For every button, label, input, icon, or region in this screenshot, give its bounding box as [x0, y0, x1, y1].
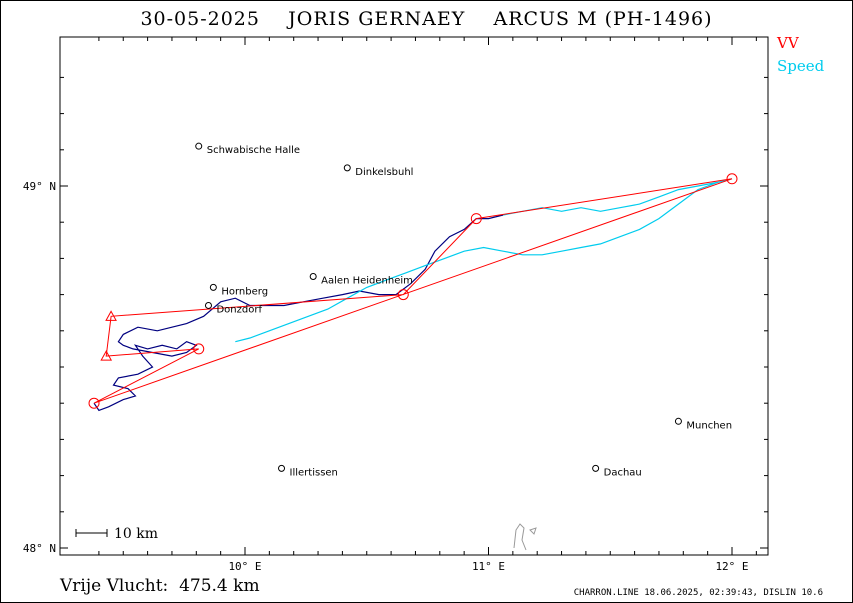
- town-label: Dinkelsbuhl: [355, 167, 413, 178]
- flight-tracks: [93, 178, 733, 412]
- turnpoint-circle: [88, 397, 100, 409]
- town-label: Dachau: [604, 467, 642, 478]
- task-line: [93, 178, 733, 404]
- town-marker: [209, 283, 217, 291]
- town-marker: [278, 464, 286, 472]
- town-label: Schwabische Halle: [207, 145, 300, 156]
- x-tick-label: 11° E: [472, 560, 505, 573]
- town-label: Illertissen: [290, 467, 338, 478]
- turnpoint-triangle: [100, 350, 113, 361]
- axis-tick-labels: 10° E 11° E 12° E 49° N 48° N: [23, 180, 749, 573]
- turnpoint-circle: [470, 213, 482, 225]
- free-flight-distance: Vrije Vlucht: 475.4 km: [60, 576, 260, 596]
- towns-layer: Schwabische Halle Dinkelsbuhl Hornberg Aale…: [195, 142, 732, 478]
- turnpoint-circle: [397, 289, 409, 301]
- speed-track: [235, 178, 733, 343]
- legend-speed: Speed: [777, 57, 825, 75]
- flight-title: 30-05-2025 JORIS GERNAEY ARCUS M (PH-149…: [140, 8, 713, 30]
- town-label: Aalen Heidenheim: [321, 276, 413, 287]
- town-marker: [343, 164, 351, 172]
- town-marker: [592, 464, 600, 472]
- turnpoint-circle: [193, 343, 205, 355]
- render-info: CHARRON.LINE 18.06.2025, 02:39:43, DISLI…: [573, 588, 823, 598]
- town-label: Munchen: [686, 420, 732, 431]
- lake-outline: [513, 523, 537, 551]
- town-marker: [195, 142, 203, 150]
- town-label: Donzdorf: [216, 304, 262, 315]
- y-tick-label: 49° N: [23, 180, 56, 193]
- y-tick-label: 48° N: [23, 542, 56, 555]
- turnpoint-triangle: [105, 310, 117, 321]
- town-label: Hornberg: [221, 286, 268, 297]
- axis-ticks: [60, 37, 768, 555]
- task-route: [88, 173, 738, 409]
- x-tick-label: 10° E: [228, 560, 261, 573]
- plot-frame: [59, 36, 769, 556]
- scale-bar: 10 km: [75, 526, 158, 542]
- town-marker: [674, 417, 682, 425]
- x-tick-label: 12° E: [715, 560, 748, 573]
- turnpoint-circle: [726, 173, 738, 185]
- legend-vv: VV: [777, 34, 799, 52]
- town-marker: [309, 273, 317, 280]
- town-marker: [204, 301, 212, 309]
- scale-bar-label: 10 km: [114, 526, 158, 542]
